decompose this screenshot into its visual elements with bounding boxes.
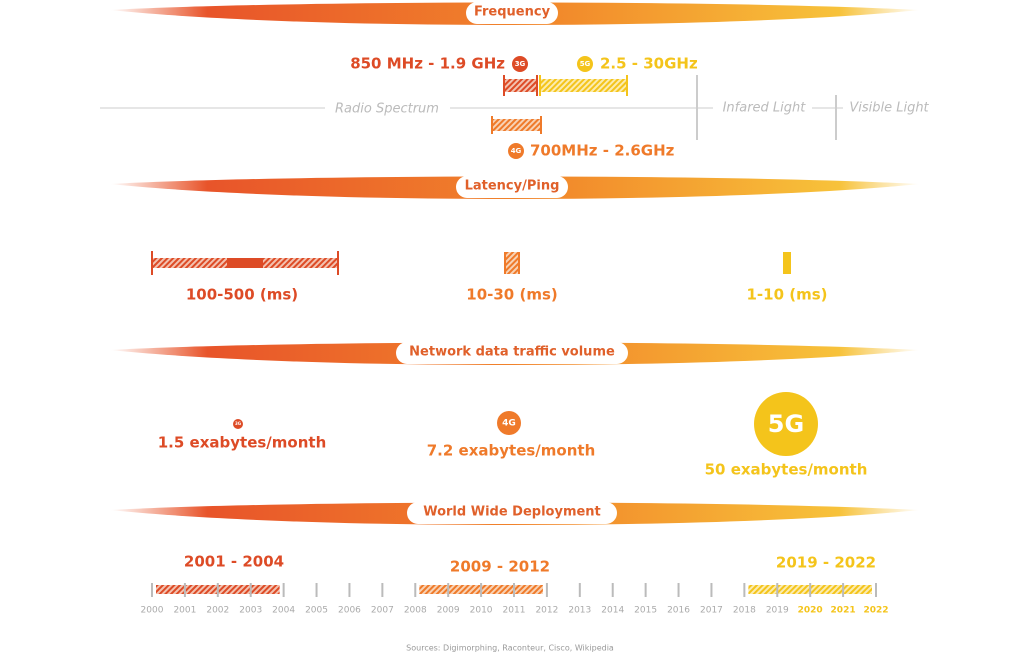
traffic-badge-text: 3G: [235, 421, 241, 426]
year-label: 2013: [568, 606, 591, 616]
label-3g-frequency: 850 MHz - 1.9 GHz: [350, 55, 505, 73]
year-label: 2022: [863, 606, 888, 616]
year-label: 2014: [601, 606, 624, 616]
traffic-badge: [233, 419, 243, 429]
traffic-badge-text: 4G: [502, 419, 516, 429]
traffic-label: 1.5 exabytes/month: [158, 434, 327, 452]
year-label: 2011: [503, 606, 526, 616]
latency-label: 10-30 (ms): [466, 286, 557, 304]
year-label: 2020: [798, 606, 823, 616]
year-label: 2021: [831, 606, 856, 616]
year-label: 2006: [338, 606, 361, 616]
year-label: 2008: [404, 606, 427, 616]
badge-4g-text: 4G: [511, 147, 522, 155]
traffic-badge-text: 5G: [768, 410, 804, 438]
badge-5g: [577, 56, 593, 72]
year-label: 2010: [470, 606, 493, 616]
year-label: 2019: [766, 606, 789, 616]
badge-5g-text: 5G: [580, 60, 591, 68]
year-label: 2012: [535, 606, 558, 616]
badge-3g-text: 3G: [515, 60, 526, 68]
latency-range-4g: [505, 252, 519, 274]
traffic-badge: [497, 411, 521, 435]
year-label: 2016: [667, 606, 690, 616]
spectrum-label: Visible Light: [849, 101, 929, 116]
year-label: 2005: [305, 606, 328, 616]
banner-tab: [407, 502, 617, 524]
spectrum-label: Infared Light: [723, 101, 807, 116]
label-5g-frequency: 2.5 - 30GHz: [600, 55, 698, 73]
spectrum-label: Radio Spectrum: [335, 102, 439, 117]
range-3g: [504, 79, 537, 92]
badge-3g: [512, 56, 528, 72]
year-label: 2018: [733, 606, 756, 616]
year-label: 2009: [437, 606, 460, 616]
section-title: World Wide Deployment: [423, 505, 601, 520]
range-4g: [492, 119, 541, 131]
section-title: Network data traffic volume: [409, 345, 615, 360]
latency-range-5g: [783, 252, 791, 274]
traffic-badge: [754, 392, 818, 456]
banner-tab: [456, 176, 568, 198]
traffic-label: 7.2 exabytes/month: [427, 442, 596, 460]
sources: Sources: Digimorphing, Raconteur, Cisco,…: [406, 644, 614, 653]
banner-tab: [466, 2, 558, 24]
year-label: 2007: [371, 606, 394, 616]
badge-4g: [508, 143, 524, 159]
deployment-range: 2001 - 2004: [184, 553, 284, 571]
section-title: Latency/Ping: [465, 179, 560, 194]
latency-core-3g: [227, 258, 263, 268]
traffic-label: 50 exabytes/month: [705, 461, 868, 479]
year-label: 2000: [141, 606, 164, 616]
year-label: 2001: [173, 606, 196, 616]
year-label: 2017: [700, 606, 723, 616]
year-label: 2004: [272, 606, 295, 616]
deployment-range: 2009 - 2012: [450, 558, 550, 576]
banner-tab: [396, 342, 628, 364]
year-label: 2002: [206, 606, 229, 616]
section-title: Frequency: [474, 5, 551, 20]
range-5g: [540, 79, 627, 92]
latency-label: 100-500 (ms): [186, 286, 298, 304]
latency-label: 1-10 (ms): [746, 286, 827, 304]
year-label: 2015: [634, 606, 657, 616]
year-label: 2003: [239, 606, 262, 616]
deployment-range: 2019 - 2022: [776, 554, 876, 572]
label-4g-frequency: 700MHz - 2.6GHz: [530, 142, 675, 160]
